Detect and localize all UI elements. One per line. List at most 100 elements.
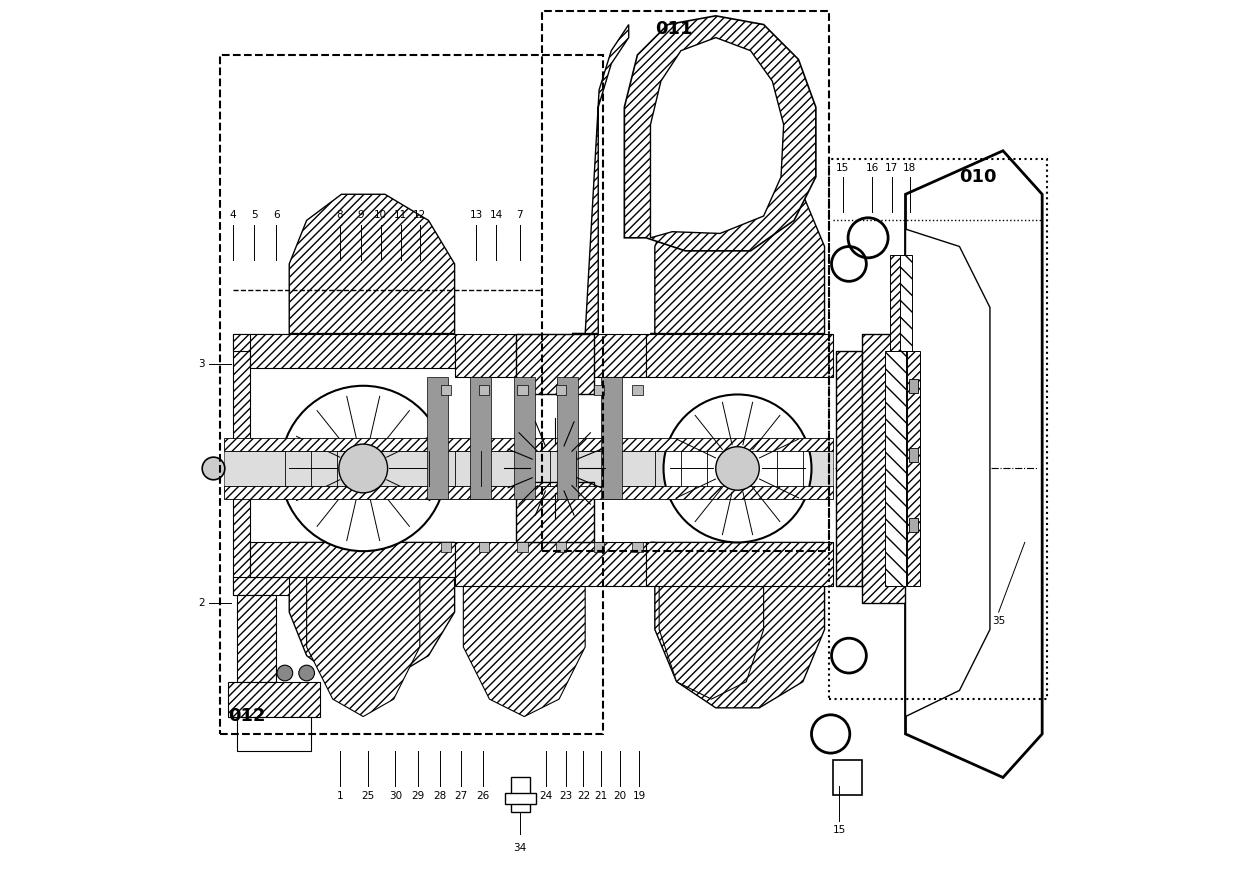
Circle shape [663,394,811,542]
Polygon shape [250,542,455,577]
Text: 27: 27 [454,790,467,801]
Bar [440,541,451,552]
Bar [909,449,918,463]
Text: 17: 17 [885,163,898,173]
Text: 10: 10 [374,210,387,221]
Text: 30: 30 [389,790,402,801]
Text: 14: 14 [490,210,503,221]
Text: 19: 19 [632,790,646,801]
Text: 6: 6 [273,210,279,221]
Circle shape [715,447,759,491]
Bar [511,778,531,812]
Polygon shape [228,682,320,717]
Polygon shape [237,717,311,752]
Polygon shape [233,334,289,351]
Bar [517,541,528,552]
Polygon shape [885,351,905,586]
Circle shape [299,665,315,681]
Polygon shape [516,482,594,542]
Text: 3: 3 [198,359,205,369]
Polygon shape [601,377,621,499]
Text: 29: 29 [412,790,424,801]
Polygon shape [900,255,911,351]
Text: 8: 8 [336,210,343,221]
Polygon shape [237,595,277,682]
Text: 20: 20 [614,790,626,801]
Bar [632,385,642,395]
Bar [479,541,490,552]
Bar [440,385,451,395]
Text: 24: 24 [539,790,553,801]
Polygon shape [470,377,491,499]
Bar [219,55,603,734]
Polygon shape [572,25,629,334]
Polygon shape [833,760,862,795]
Polygon shape [224,438,833,451]
Polygon shape [455,334,646,377]
Polygon shape [908,351,920,586]
Polygon shape [651,38,784,237]
Polygon shape [464,577,585,717]
Polygon shape [224,451,833,486]
Bar [828,159,1047,699]
Text: 15: 15 [836,163,849,173]
Circle shape [202,457,224,480]
Text: 34: 34 [513,843,527,852]
Polygon shape [306,577,420,717]
Text: 7: 7 [517,210,523,221]
Bar [505,793,537,803]
Polygon shape [557,377,578,499]
Bar [542,11,828,551]
Bar [632,541,642,552]
Polygon shape [862,334,908,604]
Polygon shape [625,16,816,251]
Text: 16: 16 [866,163,879,173]
Bar [594,385,604,395]
Bar [556,385,565,395]
Polygon shape [836,351,862,586]
Circle shape [339,444,388,493]
Text: 18: 18 [903,163,916,173]
Polygon shape [651,168,825,334]
Bar [517,385,528,395]
Polygon shape [890,255,900,351]
Text: 5: 5 [252,210,258,221]
Polygon shape [516,334,594,394]
Circle shape [277,665,293,681]
Text: 22: 22 [577,790,590,801]
Polygon shape [905,151,1042,778]
Bar [909,518,918,532]
Bar [479,385,490,395]
Polygon shape [646,334,833,377]
Circle shape [280,385,446,551]
Polygon shape [233,334,250,595]
Polygon shape [660,577,764,699]
Polygon shape [289,542,455,682]
Polygon shape [289,194,455,334]
Bar [909,378,918,392]
Polygon shape [233,577,289,595]
Bar [594,541,604,552]
Polygon shape [651,542,825,708]
Text: 9: 9 [357,210,363,221]
Text: 21: 21 [594,790,608,801]
Text: 012: 012 [228,707,265,725]
Text: 12: 12 [413,210,427,221]
Text: 13: 13 [470,210,484,221]
Polygon shape [224,486,833,499]
Text: 35: 35 [992,617,1006,626]
Text: 15: 15 [833,825,846,836]
Polygon shape [427,377,448,499]
Text: 23: 23 [559,790,573,801]
Text: 1: 1 [336,790,343,801]
Text: 4: 4 [229,210,236,221]
Polygon shape [905,230,990,717]
Polygon shape [250,334,455,369]
Polygon shape [646,542,833,586]
Text: 2: 2 [198,598,205,609]
Bar [556,541,565,552]
Polygon shape [455,542,646,586]
Text: 11: 11 [394,210,407,221]
Text: 010: 010 [960,168,997,187]
Text: 28: 28 [433,790,446,801]
